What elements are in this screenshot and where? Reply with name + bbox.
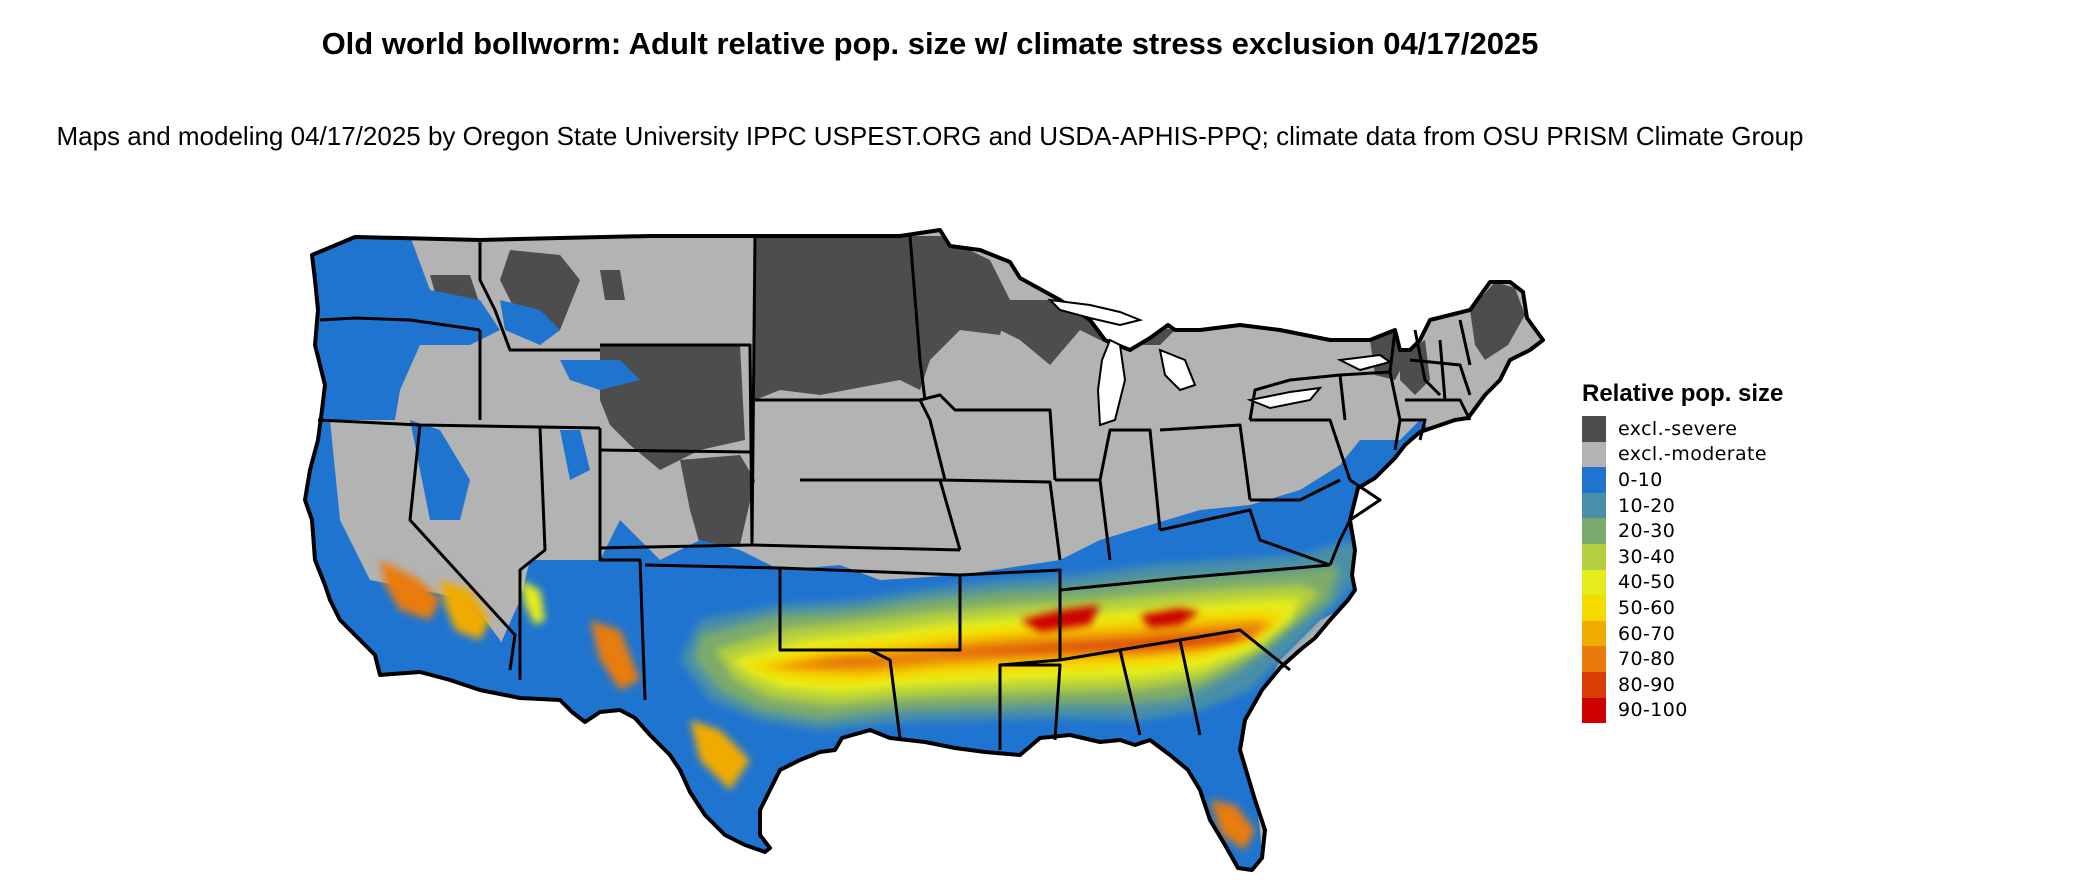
map-fill-layers [305, 230, 1543, 870]
legend-item: 80-90 [1582, 671, 1783, 698]
great-lakes [1047, 298, 1393, 427]
legend-item: 0-10 [1582, 467, 1783, 493]
legend-swatch [1582, 518, 1606, 544]
legend-item: 90-100 [1582, 697, 1783, 724]
legend-label: 10-20 [1618, 494, 1676, 517]
legend-item: 20-30 [1582, 518, 1783, 544]
legend-swatch [1582, 569, 1606, 596]
map-legend: Relative pop. size excl.-severe excl.-mod… [1582, 380, 1784, 724]
legend-label: 50-60 [1618, 596, 1676, 619]
legend-swatch [1582, 671, 1606, 698]
us-risk-map [303, 228, 1545, 872]
legend-item: 30-40 [1582, 543, 1783, 570]
map-subtitle: Maps and modeling 04/17/2025 by Oregon S… [56, 121, 1804, 151]
legend-swatch [1582, 697, 1606, 724]
legend-label: 0-10 [1618, 468, 1663, 491]
legend-label: 60-70 [1618, 622, 1676, 645]
legend-label: 90-100 [1618, 699, 1688, 722]
legend-swatch [1582, 543, 1606, 570]
legend-swatch [1582, 467, 1606, 493]
legend-swatch [1582, 646, 1606, 672]
legend-label: 80-90 [1618, 673, 1676, 696]
legend-label: 20-30 [1618, 520, 1676, 543]
legend-label: 70-80 [1618, 648, 1676, 671]
legend-swatch [1582, 492, 1606, 519]
legend-label: excl.-severe [1618, 417, 1738, 440]
legend-label: excl.-moderate [1618, 443, 1767, 466]
legend-swatch [1582, 441, 1606, 468]
legend-label: 40-50 [1618, 571, 1676, 594]
legend-swatch [1582, 416, 1606, 442]
map-title: Old world bollworm: Adult relative pop. … [321, 26, 1539, 61]
risk-80-90-zones [795, 632, 1245, 666]
legend-item: excl.-severe [1582, 416, 1783, 442]
legend-item: 40-50 [1582, 569, 1783, 596]
legend-label: 30-40 [1618, 545, 1676, 568]
legend-item: 70-80 [1582, 646, 1783, 672]
legend-item: 50-60 [1582, 595, 1783, 621]
legend-swatch [1582, 620, 1606, 647]
state-borders [317, 235, 1472, 750]
legend-item: 10-20 [1582, 492, 1783, 519]
legend-item: excl.-moderate [1582, 441, 1783, 468]
legend-item: 60-70 [1582, 620, 1783, 647]
legend-swatch [1582, 595, 1606, 621]
legend-items: excl.-severe excl.-moderate 0-10 10-20 20-30… [1582, 416, 1783, 724]
risk-70-80-zones [775, 624, 1262, 668]
legend-title: Relative pop. size [1582, 380, 1784, 407]
